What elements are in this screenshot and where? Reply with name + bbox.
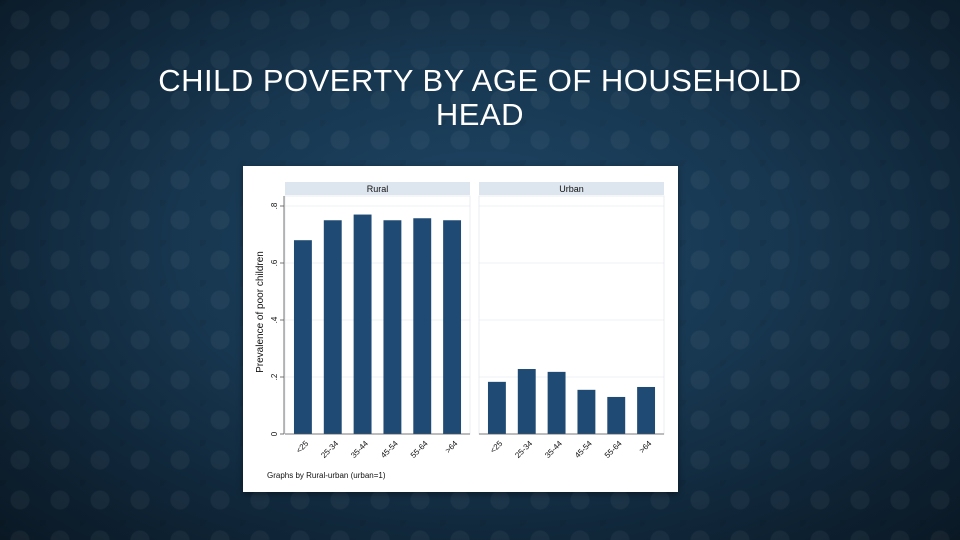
panel-header bbox=[285, 182, 470, 195]
bar bbox=[607, 396, 626, 434]
panel-header bbox=[479, 182, 664, 195]
slide-title-line-2: HEAD bbox=[435, 97, 525, 132]
panel-plot-area bbox=[284, 195, 471, 435]
bar bbox=[413, 218, 432, 434]
bar bbox=[323, 220, 342, 434]
panel-plot-area bbox=[478, 195, 665, 435]
x-tick-label: <25 bbox=[294, 439, 310, 455]
y-axis-label: Prevalence of poor children bbox=[255, 251, 266, 373]
bar bbox=[383, 220, 402, 434]
slide-title-line-1: CHILD POVERTY BY AGE OF HOUSEHOLD bbox=[158, 63, 802, 98]
y-tick-label: 0 bbox=[270, 431, 279, 436]
x-tick-label: >64 bbox=[638, 439, 654, 455]
y-tick-label: .2 bbox=[270, 373, 279, 380]
bar bbox=[547, 371, 566, 434]
x-tick-label: 35-44 bbox=[349, 439, 370, 460]
x-tick-label: 35-44 bbox=[543, 439, 564, 460]
bar bbox=[637, 386, 656, 434]
x-tick-label: 55-64 bbox=[603, 439, 624, 460]
bar bbox=[577, 389, 596, 434]
panel-title: Rural bbox=[367, 184, 389, 194]
bar-chart: Prevalence of poor children Graphs by Ru… bbox=[255, 182, 665, 480]
x-tick-label: 25-34 bbox=[513, 439, 534, 460]
bar bbox=[293, 240, 312, 434]
y-tick-label: .8 bbox=[270, 202, 279, 209]
bar bbox=[353, 214, 372, 434]
x-tick-label: 25-34 bbox=[319, 439, 340, 460]
slide-title: CHILD POVERTY BY AGE OF HOUSEHOLD HEAD bbox=[80, 64, 880, 132]
chart-note: Graphs by Rural-urban (urban=1) bbox=[267, 471, 386, 480]
bar bbox=[443, 220, 462, 434]
x-tick-label: 55-64 bbox=[409, 439, 430, 460]
bar bbox=[517, 369, 536, 434]
panel-title: Urban bbox=[559, 184, 584, 194]
y-tick-label: .6 bbox=[270, 259, 279, 266]
x-tick-label: >64 bbox=[444, 439, 460, 455]
x-tick-label: 45-54 bbox=[573, 439, 594, 460]
y-tick-label: .4 bbox=[270, 316, 279, 323]
x-tick-label: <25 bbox=[488, 439, 504, 455]
chart-figure: Prevalence of poor children Graphs by Ru… bbox=[243, 166, 678, 492]
bar bbox=[487, 381, 506, 434]
x-tick-label: 45-54 bbox=[379, 439, 400, 460]
